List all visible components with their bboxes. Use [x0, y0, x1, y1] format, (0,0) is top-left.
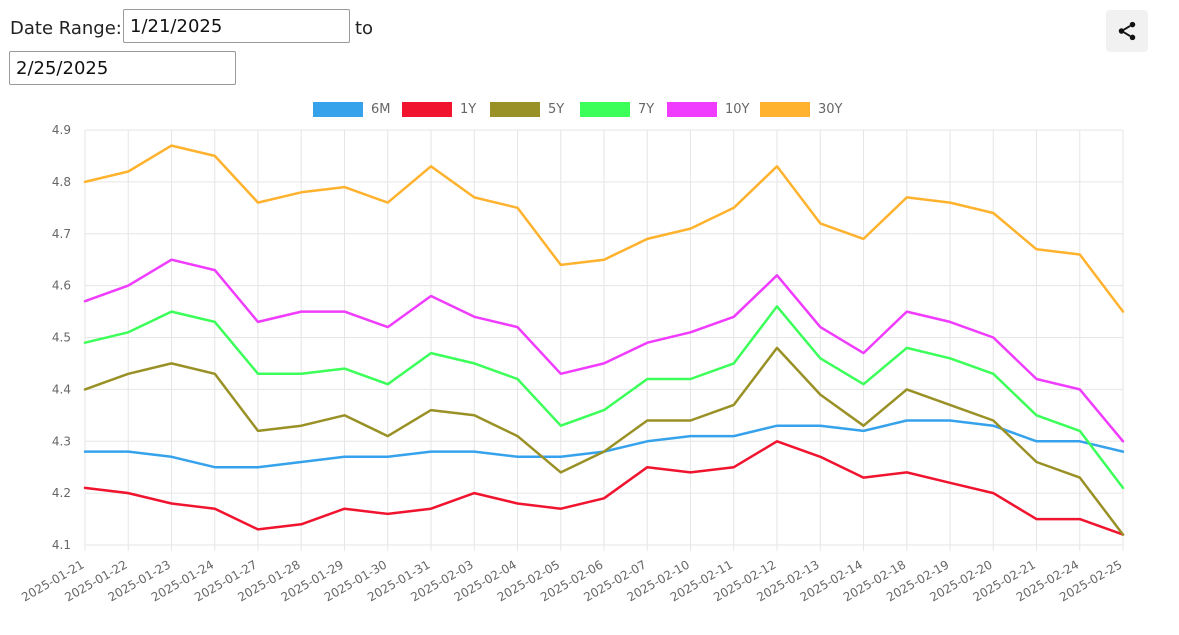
legend-label: 10Y — [725, 101, 750, 117]
legend-swatch — [402, 101, 452, 117]
legend-item-10y[interactable]: 10Y — [667, 100, 749, 118]
y-tick-label: 4.8 — [52, 175, 71, 189]
legend-swatch — [490, 101, 540, 117]
legend-swatch — [667, 101, 717, 117]
y-tick-label: 4.6 — [52, 279, 71, 293]
y-tick-label: 4.1 — [52, 538, 71, 552]
series-line-30y — [83, 144, 1125, 313]
share-icon — [1118, 21, 1136, 41]
series-line-5y — [83, 346, 1125, 536]
legend-label: 30Y — [818, 101, 843, 117]
y-tick-label: 4.7 — [52, 227, 71, 241]
legend-swatch — [313, 101, 363, 117]
y-tick-label: 4.5 — [52, 331, 71, 345]
legend-label: 6M — [371, 101, 391, 117]
legend-item-1y[interactable]: 1Y — [402, 100, 476, 118]
series-line-10y — [83, 258, 1125, 443]
y-tick-label: 4.3 — [52, 434, 71, 448]
y-tick-label: 4.9 — [52, 123, 71, 137]
date-range-label: Date Range: — [10, 18, 122, 39]
y-tick-label: 4.4 — [52, 382, 71, 396]
y-tick-label: 4.2 — [52, 486, 71, 500]
legend-item-5y[interactable]: 5Y — [490, 100, 564, 118]
legend-item-6m[interactable]: 6M — [313, 100, 391, 118]
series-line-7y — [83, 305, 1125, 490]
end-date-input[interactable] — [9, 51, 236, 85]
legend-item-30y[interactable]: 30Y — [760, 100, 842, 118]
legend-label: 5Y — [548, 101, 565, 117]
series-line-1y — [83, 440, 1125, 536]
start-date-input[interactable] — [123, 9, 350, 43]
share-button[interactable] — [1106, 10, 1148, 52]
legend-item-7y[interactable]: 7Y — [580, 100, 654, 118]
legend-label: 7Y — [638, 101, 655, 117]
to-label: to — [355, 18, 374, 39]
legend-swatch — [760, 101, 810, 117]
legend-swatch — [580, 101, 630, 117]
legend-label: 1Y — [460, 101, 477, 117]
